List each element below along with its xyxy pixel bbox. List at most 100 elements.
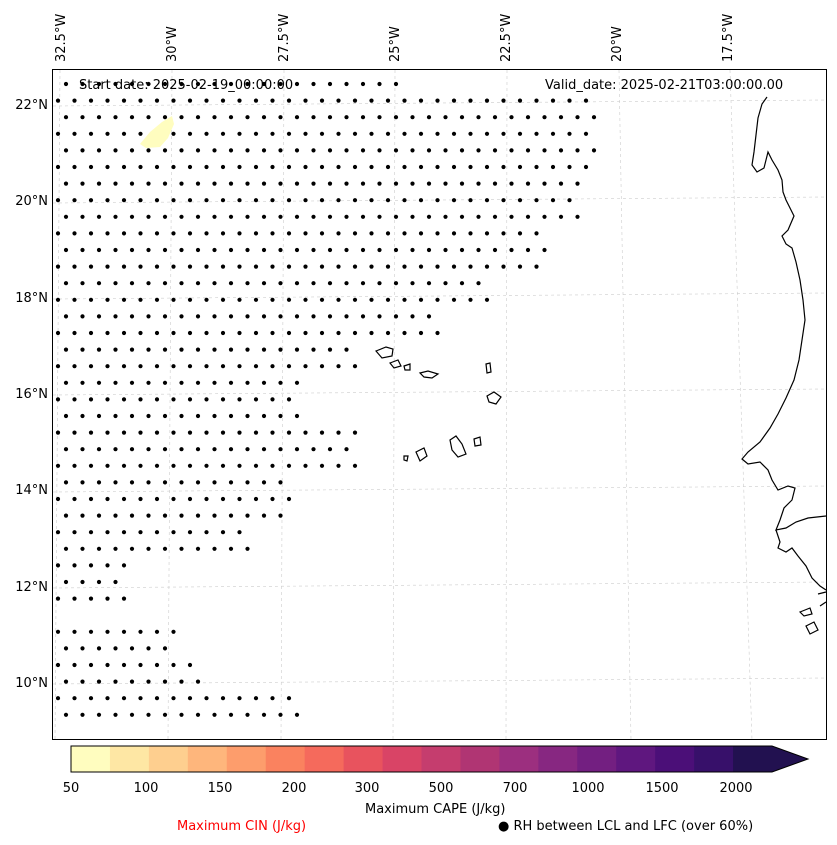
- rh-dot: [154, 364, 160, 369]
- rh-dot: [501, 198, 506, 203]
- rh-dot: [443, 148, 448, 153]
- colorbar-extend-arrow: [772, 746, 808, 772]
- rh-dot: [162, 513, 168, 518]
- rh-dot: [237, 231, 242, 236]
- rh-dot: [121, 297, 127, 302]
- rh-dot: [162, 380, 168, 385]
- rh-dot: [204, 98, 209, 103]
- rh-dot: [212, 380, 217, 385]
- rh-dot: [121, 198, 127, 203]
- rh-dot: [129, 546, 135, 551]
- rh-dot: [113, 513, 118, 518]
- rh-dot: [204, 364, 209, 369]
- rh-dot: [237, 496, 242, 502]
- rh-dot: [344, 81, 349, 87]
- rh-dot: [261, 81, 267, 87]
- rh-dot: [311, 181, 316, 186]
- rh-dot: [228, 347, 234, 352]
- rh-dot: [352, 198, 358, 203]
- rh-dot: [344, 181, 349, 186]
- rh-dot: [113, 148, 118, 153]
- rh-dot: [261, 148, 267, 153]
- rh-dot: [253, 463, 259, 468]
- rh-dot: [63, 81, 69, 87]
- rh-dot: [501, 264, 506, 269]
- rh-dot: [459, 247, 465, 253]
- rh-dot: [212, 148, 217, 153]
- rh-dot: [88, 563, 94, 568]
- rh-dot: [105, 98, 110, 103]
- rh-dot: [270, 330, 275, 336]
- rh-dot: [228, 712, 234, 717]
- rh-dot: [105, 164, 110, 170]
- rh-dot: [138, 430, 143, 435]
- rh-dot: [501, 131, 506, 136]
- rh-dot: [105, 131, 110, 136]
- rh-dot: [484, 264, 490, 269]
- rh-dot: [187, 198, 193, 203]
- cape-colorbar: [70, 745, 810, 773]
- rh-dot: [377, 281, 382, 286]
- rh-dot: [204, 463, 209, 468]
- rh-dot: [294, 148, 300, 153]
- rh-dot: [88, 596, 94, 601]
- rh-dot: [55, 496, 61, 502]
- rh-dot: [96, 314, 102, 319]
- rh-dot: [96, 380, 102, 385]
- rh-dot: [228, 214, 234, 219]
- rh-dot: [113, 413, 118, 419]
- rh-dot: [96, 513, 102, 518]
- rh-dot: [459, 148, 465, 153]
- rh-dot: [72, 364, 77, 369]
- rh-dot: [96, 181, 102, 186]
- rh-dot: [443, 115, 448, 120]
- rh-dot: [327, 314, 333, 319]
- rh-dot: [154, 98, 160, 103]
- rh-dot: [567, 198, 572, 203]
- rh-dot: [253, 364, 259, 369]
- rh-dot: [204, 164, 209, 170]
- rh-dot: [195, 480, 201, 485]
- rh-dot: [294, 181, 300, 186]
- rh-dot: [476, 214, 481, 219]
- rh-dot: [517, 98, 523, 103]
- rh-dot: [319, 131, 325, 136]
- rh-dot: [171, 696, 176, 701]
- rh-dot: [369, 164, 374, 170]
- rh-dot: [187, 264, 193, 269]
- rh-dot: [237, 164, 242, 170]
- rh-dot: [344, 148, 349, 153]
- rh-dot: [253, 164, 259, 170]
- rh-dot: [80, 81, 85, 87]
- rh-dot: [237, 696, 242, 701]
- rh-dot: [270, 496, 275, 502]
- rh-dot: [459, 115, 465, 120]
- rh-dot: [80, 247, 85, 253]
- rh-dot: [63, 513, 69, 518]
- rh-dot: [179, 447, 184, 452]
- rh-dot: [303, 330, 308, 336]
- rh-dot: [360, 214, 366, 219]
- rh-dot: [55, 696, 61, 701]
- rh-dot: [517, 198, 523, 203]
- rh-dot: [418, 164, 424, 170]
- graticule-line: [52, 388, 827, 396]
- rh-dot: [80, 447, 85, 452]
- lat-label: 12°N: [15, 580, 48, 595]
- rh-dot: [278, 181, 283, 186]
- rh-dot: [492, 247, 498, 253]
- rh-dot: [121, 463, 127, 468]
- rh-dot: [468, 98, 473, 103]
- rh-dot: [410, 148, 415, 153]
- rh-dot: [220, 198, 226, 203]
- rh-dot: [385, 297, 391, 302]
- graticule-line: [280, 69, 285, 741]
- rh-dot: [204, 198, 209, 203]
- rh-dot: [162, 480, 168, 485]
- graticule-line: [52, 485, 827, 493]
- rh-dot: [129, 148, 135, 153]
- rh-dot: [105, 563, 110, 568]
- rh-dot: [113, 214, 118, 219]
- rh-dot: [187, 164, 193, 170]
- rh-dot: [138, 662, 143, 668]
